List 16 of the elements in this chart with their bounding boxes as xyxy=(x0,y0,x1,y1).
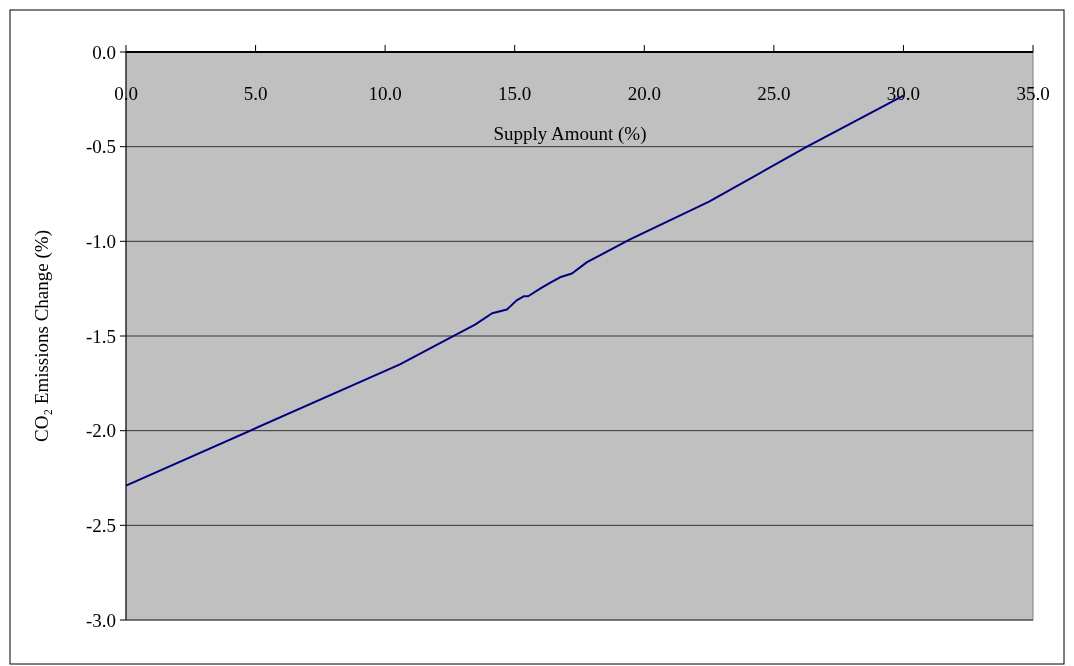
x-tick-label: 20.0 xyxy=(627,83,661,104)
x-tick-label: 15.0 xyxy=(498,83,532,104)
x-tick-label: 25.0 xyxy=(757,83,791,104)
x-tick-label: 35.0 xyxy=(1016,83,1050,104)
y-tick-label: -2.0 xyxy=(85,420,116,442)
y-tick-label: -3.0 xyxy=(85,609,116,631)
x-tick-label: 5.0 xyxy=(243,83,268,104)
y-tick-label: -1.5 xyxy=(85,325,116,347)
y-tick-label: 0.0 xyxy=(92,41,116,63)
y-tick-label: -0.5 xyxy=(85,136,116,158)
x-tick-label: 10.0 xyxy=(368,83,402,104)
y-tick-label: -2.5 xyxy=(85,514,116,536)
y-axis-title: CO₂ Emissions Change (%) xyxy=(31,230,53,442)
y-tick-label: -1.0 xyxy=(85,230,116,252)
x-axis-title: Supply Amount (%) xyxy=(493,123,647,145)
x-tick-label: 30.0 xyxy=(886,83,921,104)
